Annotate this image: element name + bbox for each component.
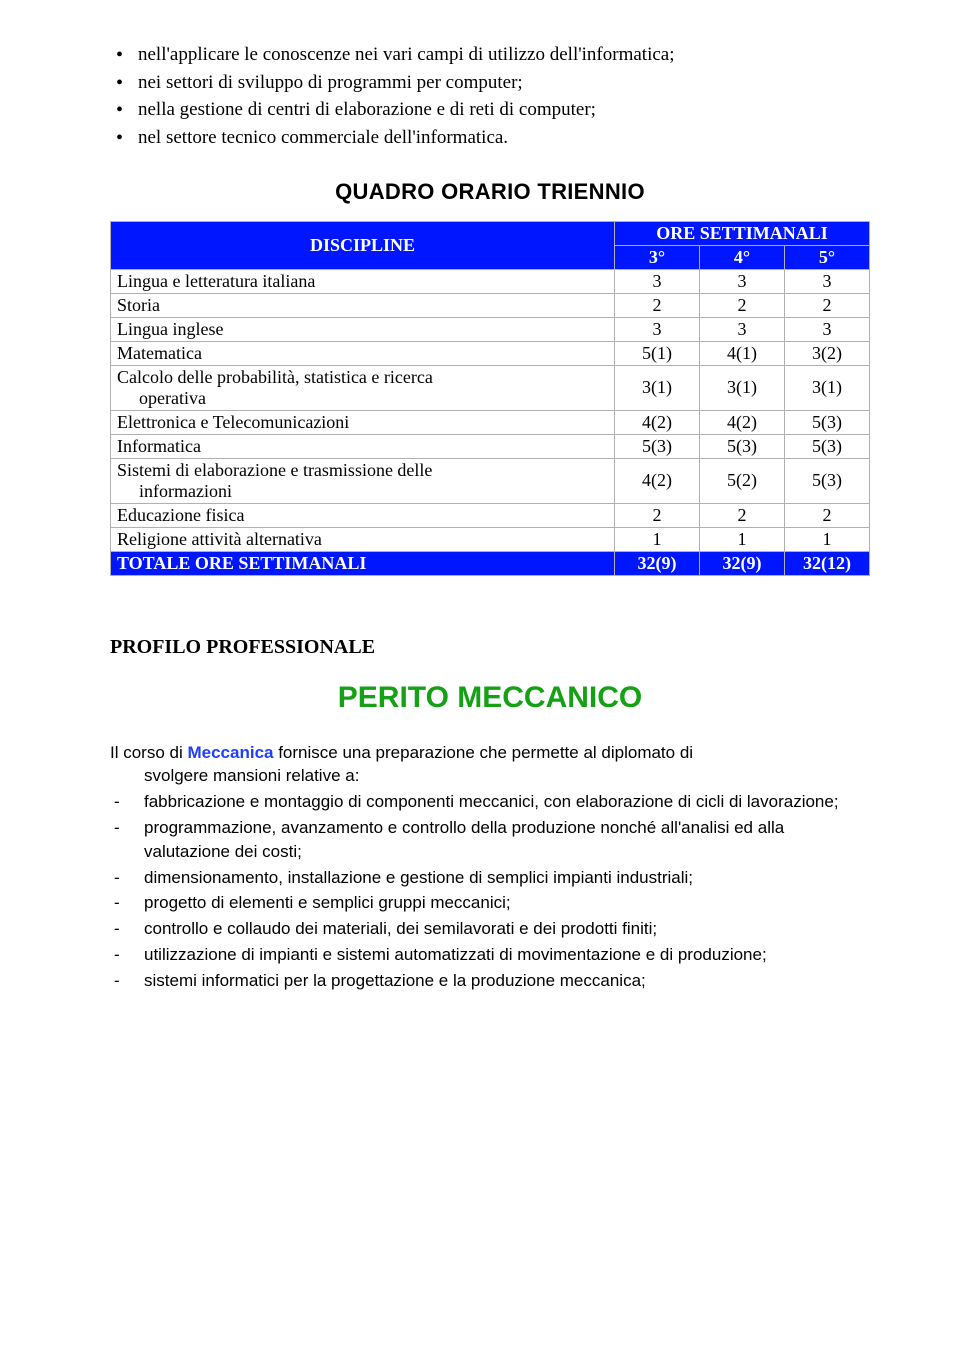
total-label: TOTALE ORE SETTIMANALI: [111, 551, 615, 575]
dash-list: fabbricazione e montaggio di componenti …: [110, 790, 870, 992]
table-row: Calcolo delle probabilità, statistica e …: [111, 365, 870, 410]
row-label: Informatica: [111, 434, 615, 458]
row-value: 3: [615, 269, 700, 293]
total-value: 32(12): [785, 551, 870, 575]
dash-item: progetto di elementi e semplici gruppi m…: [110, 891, 870, 915]
table-row: Elettronica e Telecomunicazioni4(2)4(2)5…: [111, 410, 870, 434]
year-header: 4°: [700, 245, 785, 269]
row-label: Sistemi di elaborazione e trasmissione d…: [111, 458, 615, 503]
row-value: 5(3): [785, 410, 870, 434]
table-row: Educazione fisica222: [111, 503, 870, 527]
row-value: 1: [700, 527, 785, 551]
bullet-item: nell'applicare le conoscenze nei vari ca…: [110, 42, 870, 68]
dash-item: controllo e collaudo dei materiali, dei …: [110, 917, 870, 941]
row-value: 3: [700, 317, 785, 341]
year-header: 5°: [785, 245, 870, 269]
row-value: 2: [785, 503, 870, 527]
green-title: PERITO MECCANICO: [110, 681, 870, 715]
row-value: 4(2): [700, 410, 785, 434]
row-value: 2: [615, 293, 700, 317]
bullet-item: nella gestione di centri di elaborazione…: [110, 97, 870, 123]
row-value: 1: [785, 527, 870, 551]
row-value: 3: [615, 317, 700, 341]
dash-item: sistemi informatici per la progettazione…: [110, 969, 870, 993]
dash-item: programmazione, avanzamento e controllo …: [110, 816, 870, 864]
total-row: TOTALE ORE SETTIMANALI32(9)32(9)32(12): [111, 551, 870, 575]
row-value: 2: [700, 503, 785, 527]
intro-prefix: Il corso di: [110, 743, 187, 762]
row-label: Educazione fisica: [111, 503, 615, 527]
row-value: 3(1): [700, 365, 785, 410]
table-row: Lingua inglese333: [111, 317, 870, 341]
table-row: Sistemi di elaborazione e trasmissione d…: [111, 458, 870, 503]
schedule-table: DISCIPLINE ORE SETTIMANALI 3°4°5° Lingua…: [110, 221, 870, 576]
row-value: 1: [615, 527, 700, 551]
row-label: Religione attività alternativa: [111, 527, 615, 551]
row-value: 3(2): [785, 341, 870, 365]
intro-rest: fornisce una preparazione che permette a…: [273, 743, 693, 762]
table-row: Informatica5(3)5(3)5(3): [111, 434, 870, 458]
row-label: Matematica: [111, 341, 615, 365]
row-label: Lingua inglese: [111, 317, 615, 341]
row-value: 3(1): [615, 365, 700, 410]
row-value: 3: [700, 269, 785, 293]
dash-item: utilizzazione di impianti e sistemi auto…: [110, 943, 870, 967]
row-value: 3(1): [785, 365, 870, 410]
dash-item: dimensionamento, installazione e gestion…: [110, 866, 870, 890]
row-value: 4(1): [700, 341, 785, 365]
ore-header: ORE SETTIMANALI: [615, 221, 870, 245]
row-label: Calcolo delle probabilità, statistica e …: [111, 365, 615, 410]
top-bullet-list: nell'applicare le conoscenze nei vari ca…: [110, 42, 870, 151]
row-value: 3: [785, 269, 870, 293]
table-row: Storia222: [111, 293, 870, 317]
row-value: 5(3): [785, 458, 870, 503]
bullet-item: nel settore tecnico commerciale dell'inf…: [110, 125, 870, 151]
row-label: Storia: [111, 293, 615, 317]
row-value: 4(2): [615, 410, 700, 434]
discipline-header: DISCIPLINE: [111, 221, 615, 269]
intro-paragraph: Il corso di Meccanica fornisce una prepa…: [110, 741, 870, 789]
row-value: 2: [785, 293, 870, 317]
row-value: 5(3): [785, 434, 870, 458]
row-value: 2: [615, 503, 700, 527]
row-label: Lingua e letteratura italiana: [111, 269, 615, 293]
table-row: Matematica5(1)4(1)3(2): [111, 341, 870, 365]
row-value: 5(3): [615, 434, 700, 458]
table-title: QUADRO ORARIO TRIENNIO: [110, 179, 870, 205]
row-value: 5(1): [615, 341, 700, 365]
row-label: Elettronica e Telecomunicazioni: [111, 410, 615, 434]
profile-heading: PROFILO PROFESSIONALE: [110, 636, 870, 659]
row-value: 2: [700, 293, 785, 317]
row-value: 4(2): [615, 458, 700, 503]
row-value: 5(3): [700, 434, 785, 458]
intro-line2: svolgere mansioni relative a:: [110, 764, 870, 788]
year-header: 3°: [615, 245, 700, 269]
table-row: Religione attività alternativa111: [111, 527, 870, 551]
intro-emphasis: Meccanica: [187, 743, 273, 762]
dash-item: fabbricazione e montaggio di componenti …: [110, 790, 870, 814]
total-value: 32(9): [615, 551, 700, 575]
total-value: 32(9): [700, 551, 785, 575]
table-row: Lingua e letteratura italiana333: [111, 269, 870, 293]
row-value: 3: [785, 317, 870, 341]
bullet-item: nei settori di sviluppo di programmi per…: [110, 70, 870, 96]
row-value: 5(2): [700, 458, 785, 503]
